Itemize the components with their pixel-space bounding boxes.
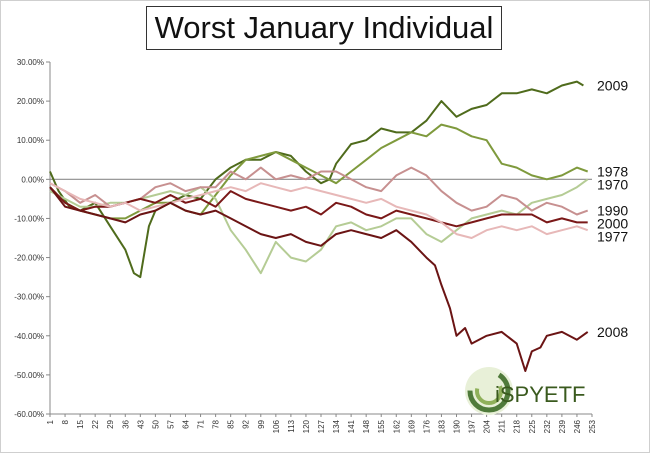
x-tick-label: 169 (407, 419, 416, 433)
ispyetf-logo: iSPYETF (465, 367, 585, 415)
x-tick-label: 22 (91, 419, 100, 428)
series-label-2008: 2008 (597, 324, 628, 340)
series-label-1977: 1977 (597, 229, 628, 245)
x-tick-label: 155 (377, 419, 386, 433)
x-tick-label: 162 (392, 419, 401, 433)
series-label-1970: 1970 (597, 177, 628, 193)
x-tick-label: 197 (468, 419, 477, 433)
y-tick-label: -40.00% (14, 332, 44, 341)
x-tick-label: 225 (528, 419, 537, 433)
y-tick-label: -30.00% (14, 293, 44, 302)
x-tick-label: 183 (437, 419, 446, 433)
series-line-2008 (49, 186, 589, 372)
series-label-2009: 2009 (597, 77, 628, 93)
y-tick-label: 20.00% (17, 97, 44, 106)
x-tick-label: 232 (543, 419, 552, 433)
x-tick-label: 253 (588, 419, 597, 433)
x-tick-label: 71 (197, 419, 206, 428)
x-tick-label: 92 (242, 419, 251, 428)
x-tick-label: 190 (453, 419, 462, 433)
x-tick-label: 120 (302, 419, 311, 433)
x-tick-label: 29 (106, 419, 115, 428)
x-tick-label: 113 (287, 419, 296, 432)
y-tick-label: 0.00% (21, 175, 44, 184)
x-tick-label: 85 (227, 419, 236, 428)
x-tick-label: 36 (121, 419, 130, 428)
x-tick-label: 141 (347, 419, 356, 433)
svg-text:iSPYETF: iSPYETF (495, 382, 585, 407)
series-label-1978: 1978 (597, 164, 628, 180)
series-line-1977 (49, 182, 589, 239)
x-tick-label: 43 (136, 419, 145, 428)
y-tick-label: -10.00% (14, 214, 44, 223)
series-line-2000 (49, 186, 588, 228)
x-tick-label: 99 (257, 419, 266, 428)
x-tick-label: 176 (422, 419, 431, 433)
chart-title: Worst January Individual (146, 6, 502, 50)
x-tick-label: 64 (182, 419, 191, 428)
x-tick-label: 218 (513, 419, 522, 433)
y-tick-label: -60.00% (14, 410, 44, 419)
x-tick-label: 1 (46, 419, 55, 424)
x-tick-label: 78 (212, 419, 221, 428)
x-tick-label: 211 (498, 419, 507, 432)
x-tick-label: 134 (332, 419, 341, 433)
x-tick-label: 204 (483, 419, 492, 433)
x-tick-label: 8 (61, 419, 70, 424)
x-tick-label: 239 (558, 419, 567, 433)
y-tick-label: 10.00% (17, 136, 44, 145)
x-tick-label: 50 (151, 419, 160, 428)
y-tick-label: -20.00% (14, 254, 44, 263)
series-label-1990: 1990 (597, 203, 628, 219)
series-line-2009 (49, 80, 584, 279)
x-tick-label: 106 (272, 419, 281, 433)
x-tick-label: 15 (76, 419, 85, 428)
y-tick-label: -50.00% (14, 371, 44, 380)
x-tick-label: 127 (317, 419, 326, 433)
series-label-2000: 2000 (597, 216, 628, 232)
x-tick-label: 148 (362, 419, 371, 433)
x-tick-label: 57 (166, 419, 175, 428)
y-tick-label: 30.00% (17, 58, 44, 67)
x-tick-label: 246 (573, 419, 582, 433)
